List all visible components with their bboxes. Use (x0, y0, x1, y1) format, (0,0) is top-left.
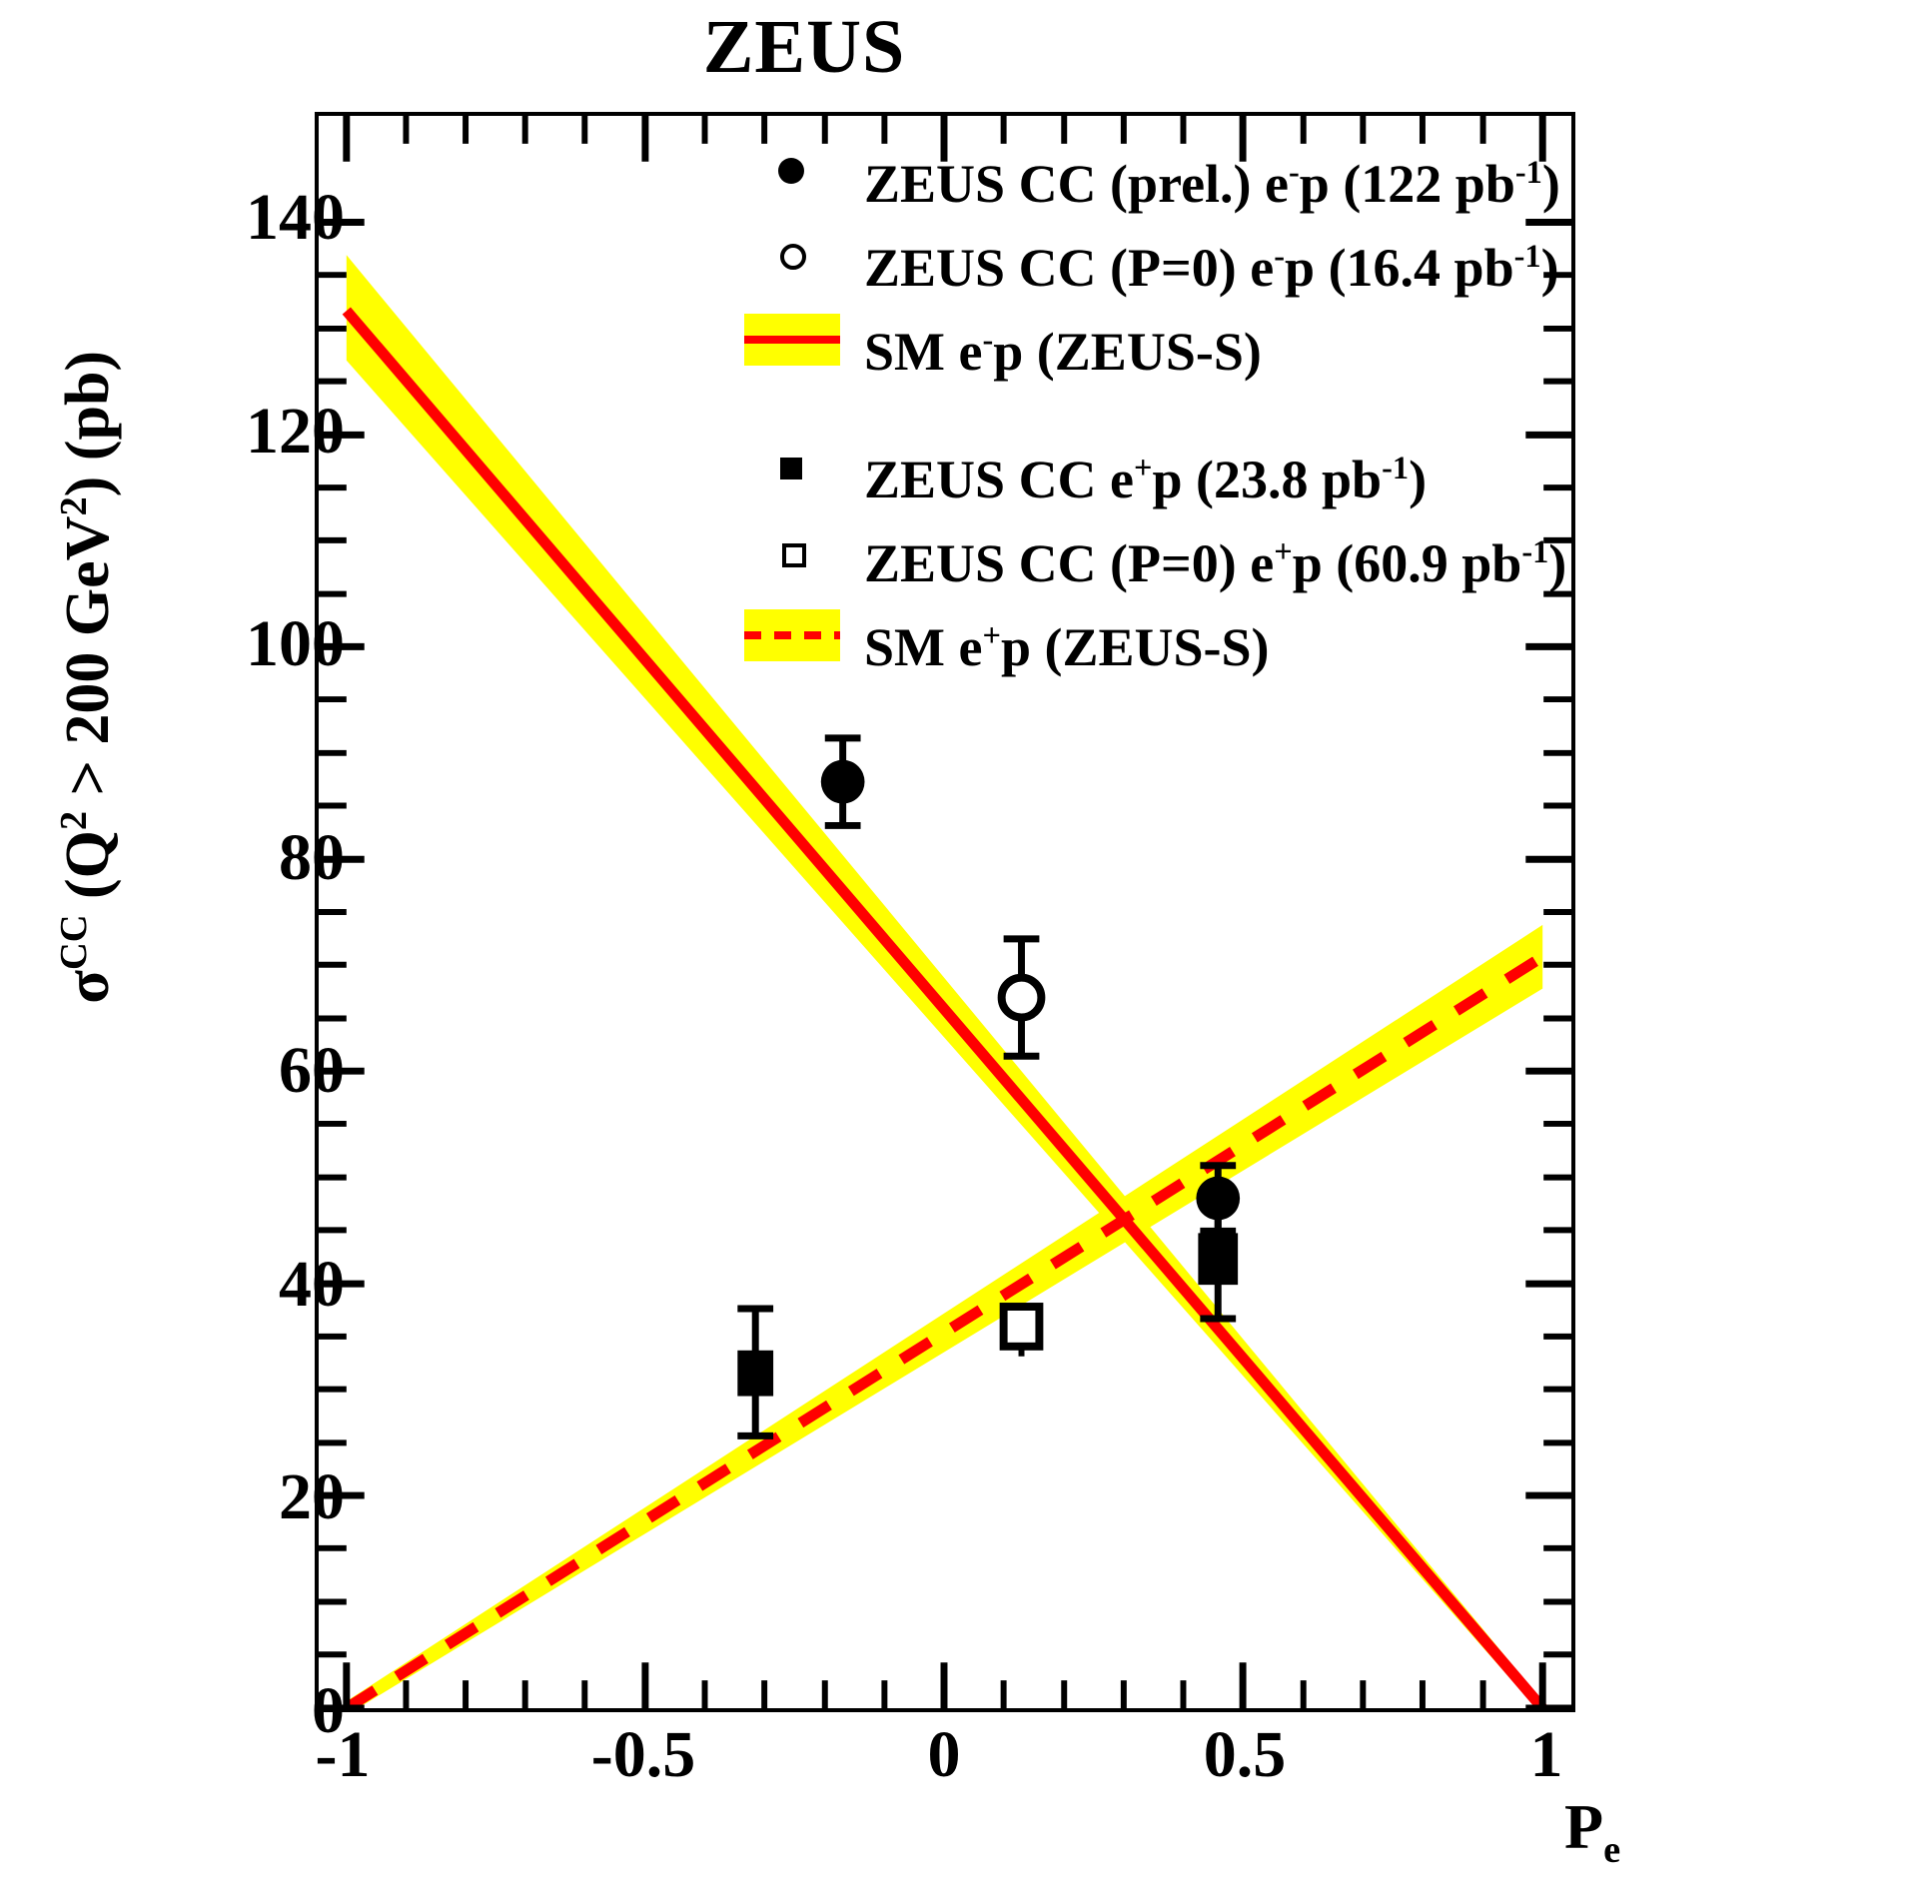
chart-title: ZEUS (702, 5, 906, 89)
y-right-minor-ticks (1543, 272, 1571, 1658)
data-point-filled-square (1198, 1196, 1239, 1323)
legend: ZEUS CC (prel.) e-p (122 pb-1) ZEUS CC (… (734, 134, 1593, 681)
x-axis-label: Pe (1564, 1790, 1620, 1872)
legend-label: ZEUS CC (P=0) e+p (60.9 pb-1) (864, 533, 1567, 593)
charge-sup: - (1274, 239, 1286, 275)
x-top-minor-ticks (403, 116, 1486, 144)
unit-sup: -1 (1513, 239, 1541, 275)
sm-line-em (342, 307, 1547, 1708)
y-axis-sigma: σ (53, 970, 122, 1004)
data-point-filled-circle (820, 734, 865, 829)
band-ep (346, 924, 1543, 1708)
y-tick-60: 60 (279, 1034, 345, 1107)
y-axis-text1: (Q (53, 830, 122, 915)
legend-marker-band-solid (734, 302, 850, 376)
legend-item-zeus-cc-ep[interactable]: ZEUS CC e+p (23.8 pb-1) (734, 430, 1593, 513)
legend-label: ZEUS CC e+p (23.8 pb-1) (864, 450, 1428, 509)
legend-item-zeus-cc-p0-em[interactable]: ZEUS CC (P=0) e-p (16.4 pb-1) (734, 218, 1593, 302)
unit-sup: -1 (1521, 534, 1549, 570)
legend-marker-band-dashed (734, 597, 850, 671)
x-axis-e-sub: e (1603, 1828, 1621, 1871)
x-tick-0-5: 0.5 (1203, 1718, 1287, 1791)
charge-sup: - (1289, 155, 1300, 191)
plot-canvas (319, 116, 1571, 1708)
legend-item-sm-ep[interactable]: SM e+p (ZEUS-S) (734, 597, 1593, 681)
charge-sup: - (982, 323, 994, 359)
legend-label: SM e-p (ZEUS-S) (864, 322, 1262, 382)
x-tick-neg0-5: -0.5 (590, 1718, 696, 1791)
x-tick-1: 1 (1529, 1718, 1563, 1791)
x-top-major-ticks (343, 116, 1546, 162)
y-axis-label: σCC (Q2 > 200 GeV2) (pb) (52, 238, 124, 1117)
y-axis-q2-sup: 2 (53, 810, 96, 831)
data-point-open-square (999, 1303, 1044, 1357)
y-axis-text3: ) (pb) (53, 350, 122, 497)
legend-label: SM e+p (ZEUS-S) (864, 617, 1270, 677)
y-tick-100: 100 (246, 607, 345, 680)
y-tick-0: 0 (312, 1674, 345, 1747)
legend-marker-open-square (734, 513, 850, 587)
charge-sup: + (1134, 451, 1153, 486)
charge-sup: + (982, 618, 1001, 654)
legend-item-sm-em[interactable]: SM e-p (ZEUS-S) (734, 302, 1593, 430)
y-tick-120: 120 (246, 395, 345, 468)
y-axis-text2: > 200 GeV (53, 515, 122, 811)
legend-label: ZEUS CC (P=0) e-p (16.4 pb-1) (864, 238, 1559, 298)
legend-label: ZEUS CC (prel.) e-p (122 pb-1) (864, 154, 1560, 214)
legend-marker-open-circle (734, 218, 850, 292)
data-point-filled-square (737, 1305, 774, 1439)
x-axis-p: P (1564, 1791, 1604, 1862)
y-axis-gev2-sup: 2 (53, 496, 96, 516)
charge-sup: + (1274, 534, 1293, 570)
y-axis-cc-sup: CC (53, 914, 96, 971)
legend-item-zeus-cc-p0-ep[interactable]: ZEUS CC (P=0) e+p (60.9 pb-1) (734, 513, 1593, 597)
y-tick-80: 80 (279, 821, 345, 894)
y-tick-20: 20 (279, 1460, 345, 1533)
legend-item-zeus-cc-prel-em[interactable]: ZEUS CC (prel.) e-p (122 pb-1) (734, 134, 1593, 218)
legend-marker-filled-square (734, 430, 850, 503)
y-minor-ticks (319, 272, 347, 1658)
plot-area (315, 112, 1575, 1712)
band-em (346, 255, 1543, 1708)
legend-marker-filled-circle (734, 134, 850, 208)
y-major-ticks (319, 218, 365, 1708)
x-tick-neg1: -1 (315, 1718, 371, 1791)
x-minor-ticks (403, 1680, 1486, 1708)
x-tick-0: 0 (927, 1718, 961, 1791)
y-tick-140: 140 (246, 181, 345, 254)
y-right-ticks (1525, 218, 1571, 1708)
y-tick-40: 40 (279, 1248, 345, 1321)
x-major-ticks (343, 1662, 1546, 1708)
unit-sup: -1 (1514, 155, 1542, 191)
unit-sup: -1 (1382, 451, 1410, 486)
data-point-open-circle (997, 935, 1046, 1060)
